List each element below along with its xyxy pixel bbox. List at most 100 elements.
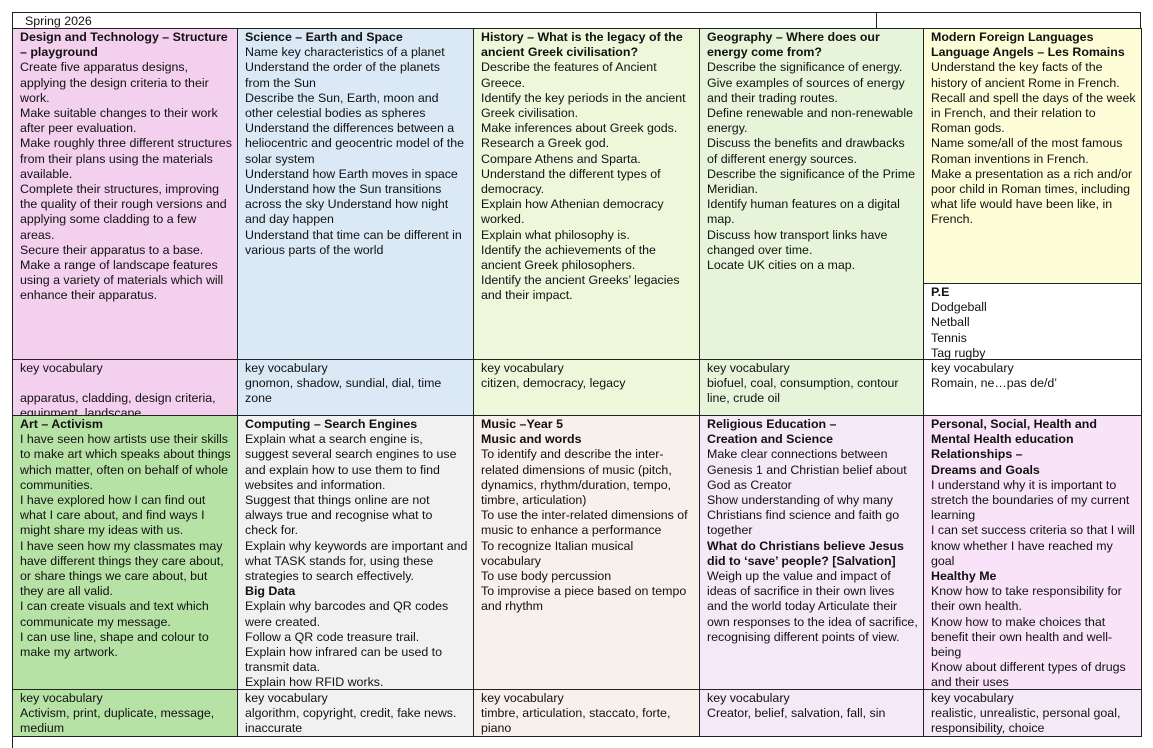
vocab-cell: key vocabulary Activism, print, duplicate… — [12, 689, 238, 737]
heading: Geography – Where does our energy come f… — [707, 30, 880, 60]
objective: Netball — [931, 315, 970, 330]
term: Spring 2026 — [25, 14, 92, 28]
subject-cell: Art – Activism I have seen how artists us… — [12, 415, 238, 690]
objective: Compare Athens and Sparta. — [481, 151, 641, 166]
subject-cell: Personal, Social, Health and Mental Heal… — [923, 415, 1142, 690]
edge-mark — [12, 736, 13, 748]
vocab-label: key vocabulary — [20, 361, 103, 375]
subject-cell: P.E Dodgeball Netball Tennis Tag rugby — [923, 283, 1142, 360]
subject-cell: Religious Education – Creation and Scienc… — [699, 415, 924, 690]
vocab-words: Activism, print, duplicate, message, med… — [20, 706, 215, 736]
objective: Make roughly three different structures … — [20, 136, 232, 181]
vocab-label: key vocabulary — [245, 691, 328, 705]
vocab-label: key vocabulary — [481, 691, 564, 705]
subject-cell: History – What is the legacy of the anci… — [473, 28, 700, 360]
objective: Complete their structures, improving the… — [20, 182, 227, 242]
vocab-label: key vocabulary — [707, 691, 790, 705]
objective: Explain how infrared can be used to tran… — [245, 645, 442, 675]
objective: Tennis — [931, 330, 967, 345]
vocab-cell: key vocabulary Romain, ne…pas de/d’ — [923, 359, 1142, 416]
objective: Secure their apparatus to a base. — [20, 242, 204, 257]
term-cell: Spring 2026 — [12, 12, 877, 29]
heading: What do Christians believe Jesus did to … — [707, 538, 904, 568]
objective: Tag rugby — [931, 345, 986, 360]
heading: Music –Year 5 — [481, 417, 563, 431]
objective: To recognize Italian musical vocabulary — [481, 538, 634, 568]
heading: Design and Technology – Structure – play… — [20, 30, 228, 60]
subject-cell: Design and Technology – Structure – play… — [12, 28, 238, 360]
objective: Show understanding of why many Christian… — [707, 493, 900, 538]
heading: Dreams and Goals — [931, 462, 1040, 477]
objective: Understand the key facts of the history … — [931, 60, 1120, 90]
objective: I can use line, shape and colour to make… — [20, 629, 209, 660]
objective: I can set success criteria so that I wil… — [931, 523, 1135, 568]
vocab-words: biofuel, coal, consumption, contour line… — [707, 376, 899, 406]
objective: Make suitable changes to their work afte… — [20, 106, 218, 136]
heading: Computing – Search Engines — [245, 417, 418, 431]
heading: Religious Education – — [707, 417, 837, 431]
objective: Define renewable and non-renewable energ… — [707, 106, 913, 136]
vocab-words: algorithm, copyright, credit, fake news.… — [245, 706, 457, 736]
vocab-words: Creator, belief, salvation, fall, sin — [707, 706, 886, 721]
objective: Suggest that things online are not alway… — [245, 493, 433, 538]
objective: Describe the Sun, Earth, moon and other … — [245, 90, 439, 121]
heading: Art – Activism — [20, 417, 103, 431]
objective: Describe the significance of energy. — [707, 60, 903, 75]
vocab-cell: key vocabulary realistic, unrealistic, pe… — [923, 689, 1142, 737]
objective: Describe the significance of the Prime M… — [707, 166, 915, 197]
objective: I have seen how my classmates may have d… — [20, 538, 224, 599]
vocab-words: citizen, democracy, legacy — [481, 376, 626, 391]
objective: Identify human features on a digital map… — [707, 197, 900, 227]
vocab-cell: key vocabulary apparatus, cladding, desig… — [12, 359, 238, 416]
objective: Identify the achievements of the ancient… — [481, 242, 656, 273]
objective: Discuss how transport links have changed… — [707, 227, 888, 257]
objective: Weigh up the value and impact of ideas o… — [707, 569, 918, 644]
heading: Healthy Me — [931, 569, 997, 584]
objective: Explain what a search engine is, suggest… — [245, 432, 457, 492]
objective: I have seen how artists use their skills… — [20, 432, 231, 492]
objective: Name key characteristics of a planet — [245, 45, 445, 60]
objective: To use body percussion — [481, 569, 612, 584]
objective: I have explored how I can find out what … — [20, 493, 206, 538]
vocab-cell: key vocabulary algorithm, copyright, cred… — [237, 689, 474, 737]
vocab-label: key vocabulary — [245, 361, 328, 375]
objective: Identify the ancient Greeks’ legacies an… — [481, 273, 680, 303]
vocab-words: gnomon, shadow, sundial, dial, time zone — [245, 376, 442, 406]
subject-cell: Modern Foreign Languages Language Angels … — [923, 28, 1142, 284]
heading: Modern Foreign Languages — [931, 30, 1094, 44]
objective: Follow a QR code treasure trail. — [245, 629, 420, 644]
vocab-label: key vocabulary — [707, 361, 790, 375]
objective: Know how to make choices that benefit th… — [931, 614, 1113, 660]
vocab-label: key vocabulary — [20, 691, 103, 705]
objective: Make a presentation as a rich and/or poo… — [931, 166, 1133, 227]
vocab-label: key vocabulary — [931, 691, 1014, 705]
subject-cell: Geography – Where does our energy come f… — [699, 28, 924, 360]
subject-cell: Computing – Search Engines Explain what a… — [237, 415, 474, 690]
objective: Understand the differences between a hel… — [245, 121, 465, 166]
heading: Relationships – — [931, 447, 1023, 462]
objective: Know how to take responsibility for thei… — [931, 584, 1122, 614]
objective: To improvise a piece based on tempo and … — [481, 584, 687, 614]
objective: Identify the key periods in the ancient … — [481, 90, 686, 121]
objective: Explain how Athenian democracy worked. — [481, 197, 664, 227]
vocab-cell: key vocabulary Creator, belief, salvation… — [699, 689, 924, 737]
heading: P.E — [931, 285, 950, 299]
vocab-words: timbre, articulation, staccato, forte, p… — [481, 706, 671, 736]
objective: Name some/all of the most famous Roman i… — [931, 136, 1123, 166]
objective: Make a range of landscape features using… — [20, 258, 224, 303]
objective: Describe the features of Ancient Greece. — [481, 60, 657, 90]
objective: I understand why it is important to stre… — [931, 477, 1130, 523]
heading: Science – Earth and Space — [245, 30, 403, 44]
subject-cell: Music –Year 5 Music and words To identify … — [473, 415, 700, 690]
objective: Explain what philosophy is. — [481, 227, 630, 242]
objective: Discuss the benefits and drawbacks of di… — [707, 136, 905, 166]
objective: Dodgeball — [931, 300, 987, 315]
objective: I can create visuals and text which comm… — [20, 599, 209, 629]
objective: Explain why barcodes and QR codes were c… — [245, 599, 449, 629]
vocab-label: key vocabulary — [931, 361, 1014, 375]
subject-cell: Science – Earth and Space Name key charac… — [237, 28, 474, 360]
objective: Understand the different types of democr… — [481, 166, 661, 197]
heading: Music and words — [481, 432, 582, 447]
vocab-cell: key vocabulary gnomon, shadow, sundial, d… — [237, 359, 474, 416]
vocab-cell: key vocabulary citizen, democracy, legacy — [473, 359, 700, 416]
